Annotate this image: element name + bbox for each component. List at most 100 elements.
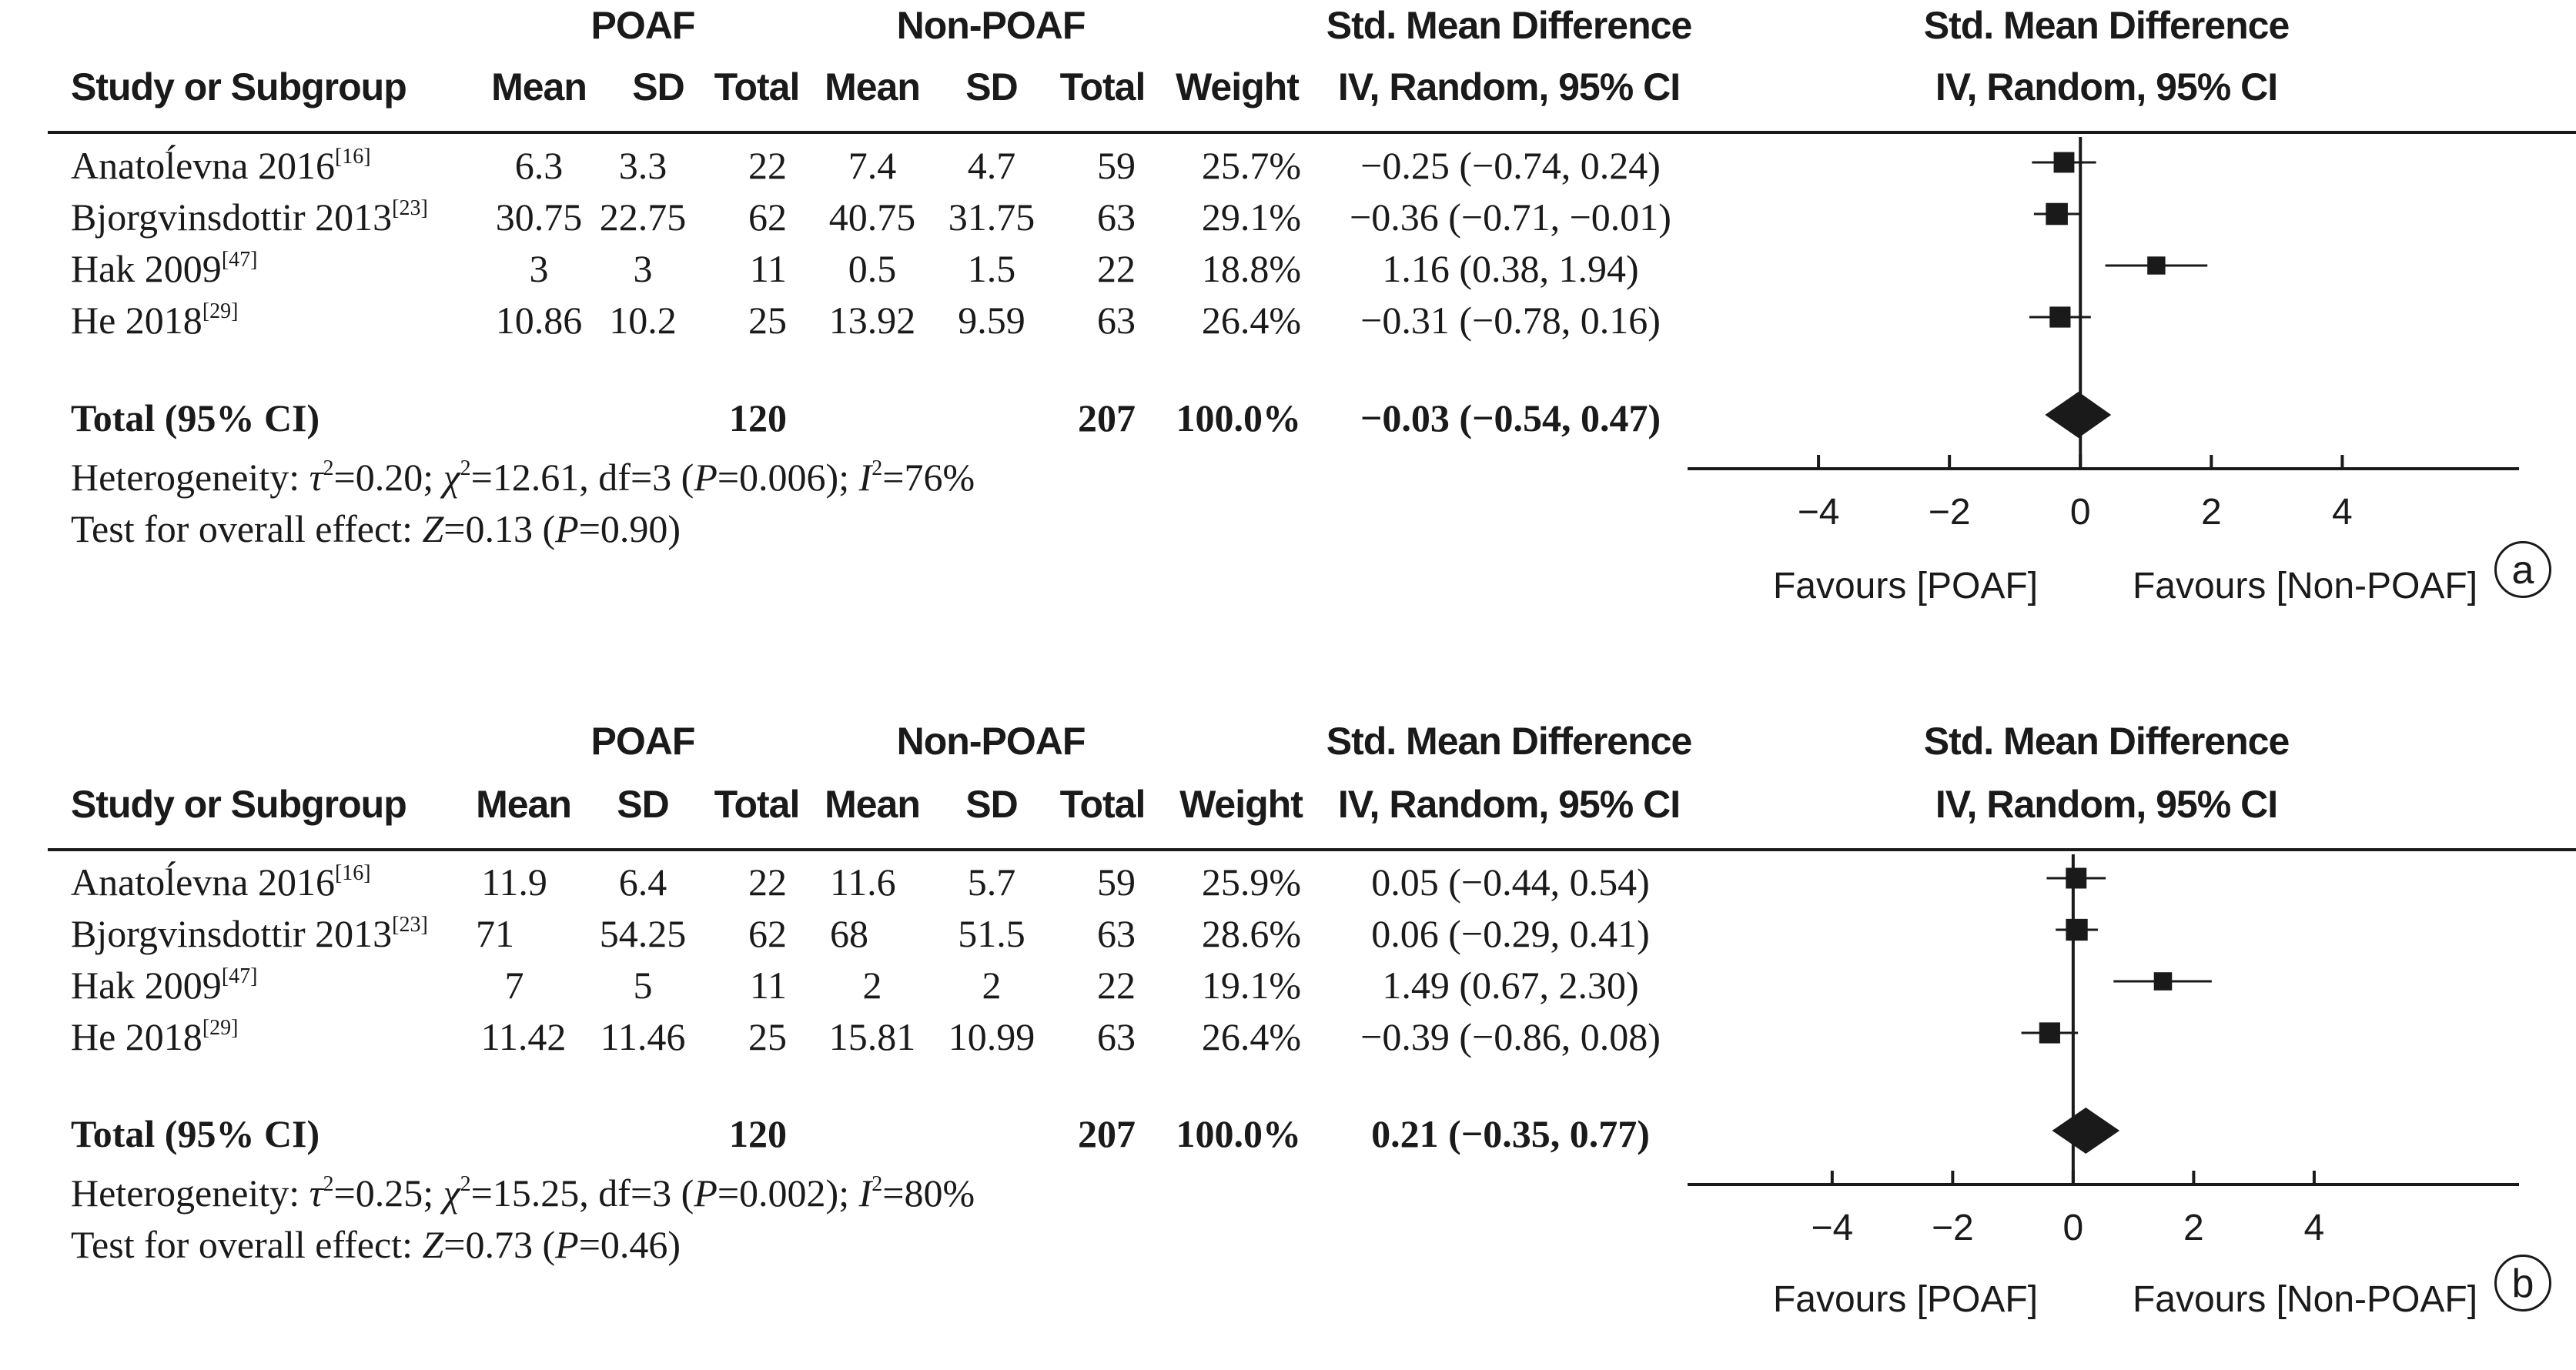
header-sd1: SD: [617, 783, 669, 826]
header-mean1: Mean: [491, 65, 587, 109]
mean2: 13.92: [828, 299, 916, 342]
total2: 59: [1097, 144, 1136, 187]
x-axis-tick-label: 2: [2183, 1208, 2204, 1248]
pooled-estimate-diamond: [2045, 392, 2112, 438]
header-weight: Weight: [1176, 65, 1300, 109]
header-study: Study or Subgroup: [71, 783, 407, 826]
sd1: 54.25: [599, 912, 687, 955]
effect-ci: 0.06 (−0.29, 0.41): [1371, 912, 1650, 955]
sd2: 31.75: [948, 195, 1035, 239]
total2: 22: [1097, 247, 1136, 290]
header-sd2: SD: [965, 783, 1018, 826]
panel-label-b: b: [2494, 1255, 2551, 1312]
effect-ci: 1.16 (0.38, 1.94): [1382, 247, 1639, 290]
sd1: 6.4: [618, 860, 667, 904]
sd1: 11.46: [600, 1015, 686, 1058]
mean2: 2: [862, 964, 882, 1007]
mean1: 7: [504, 964, 524, 1007]
mean2: 7.4: [848, 144, 897, 187]
study-estimate-marker: [2147, 256, 2166, 275]
total1: 11: [749, 964, 787, 1007]
header-weight: Weight: [1179, 783, 1303, 826]
x-axis-tick-label: −2: [1932, 1208, 1974, 1248]
total1: 22: [748, 860, 787, 904]
total1: 11: [749, 247, 787, 290]
mean2: 0.5: [848, 247, 897, 290]
mean2: 11.6: [830, 860, 896, 904]
total-effect-ci: −0.03 (−0.54, 0.47): [1360, 396, 1661, 439]
total-weight: 100.0%: [1176, 396, 1302, 439]
weight: 29.1%: [1201, 195, 1301, 239]
header-study: Study or Subgroup: [71, 65, 407, 109]
total1: 62: [748, 195, 787, 239]
header-group1: POAF: [590, 720, 696, 763]
total1: 25: [748, 1015, 787, 1058]
x-axis-tick-label: −4: [1811, 1208, 1853, 1248]
study-name: Hak 2009[47]: [71, 247, 258, 290]
mean1: 11.42: [480, 1015, 567, 1058]
mean1: 11.9: [481, 860, 547, 904]
mean1: 71: [476, 912, 514, 955]
sd2: 1.5: [967, 247, 1016, 290]
total1: 62: [748, 912, 787, 955]
overall-effect-line: Test for overall effect: Z=0.73 (P=0.46): [71, 1223, 681, 1266]
total2: 22: [1097, 964, 1136, 1007]
study-name: Bjorgvinsdottir 2013[23]: [71, 195, 428, 239]
x-axis-tick-label: 4: [2304, 1208, 2325, 1248]
x-axis-tick-label: −4: [1798, 492, 1840, 533]
x-axis-tick-label: 2: [2201, 492, 2222, 533]
header-total2: Total: [1059, 783, 1146, 826]
study-name: Hak 2009[47]: [71, 964, 258, 1007]
plot-header-subtitle: IV, Random, 95% CI: [1935, 783, 2278, 826]
header-effect-subtitle: IV, Random, 95% CI: [1337, 783, 1681, 826]
effect-ci: −0.25 (−0.74, 0.24): [1360, 144, 1661, 187]
sd1: 5: [633, 964, 653, 1007]
study-estimate-marker: [2053, 152, 2075, 173]
weight: 26.4%: [1201, 1015, 1301, 1058]
x-axis-tick-label: 4: [2332, 492, 2353, 533]
x-axis-tick-label: 0: [2070, 492, 2091, 533]
mean2: 40.75: [828, 195, 916, 239]
total-label: Total (95% CI): [71, 1112, 320, 1155]
study-name: Bjorgvinsdottir 2013[23]: [71, 912, 428, 955]
study-estimate-marker: [2066, 918, 2088, 941]
weight: 25.9%: [1201, 860, 1301, 904]
header-effect-title: Std. Mean Difference: [1326, 4, 1693, 47]
sd2: 10.99: [948, 1015, 1035, 1058]
total2: 63: [1097, 195, 1136, 239]
sd1: 22.75: [599, 195, 687, 239]
total2: 207: [1078, 396, 1136, 439]
sd2: 51.5: [958, 912, 1025, 955]
header-mean2: Mean: [825, 783, 921, 826]
mean2: 68: [830, 912, 868, 955]
plot-header-title: Std. Mean Difference: [1923, 4, 2290, 47]
weight: 19.1%: [1201, 964, 1301, 1007]
header-effect-title: Std. Mean Difference: [1326, 720, 1693, 763]
sd1: 3.3: [618, 144, 667, 187]
mean1: 30.75: [495, 195, 583, 239]
header-rule: [48, 131, 2576, 134]
study-name: He 2018[29]: [71, 299, 239, 342]
total-effect-ci: 0.21 (−0.35, 0.77): [1371, 1112, 1650, 1155]
sd2: 2: [982, 964, 1002, 1007]
total2: 63: [1097, 912, 1136, 955]
heterogeneity-line: Heterogeneity: τ2=0.25; χ2=15.25, df=3 (…: [71, 1171, 975, 1215]
weight: 28.6%: [1201, 912, 1301, 955]
header-mean1: Mean: [476, 783, 572, 826]
effect-ci: 1.49 (0.67, 2.30): [1382, 964, 1639, 1007]
header-group2: Non-POAF: [896, 720, 1086, 763]
overall-effect-line: Test for overall effect: Z=0.13 (P=0.90): [71, 507, 681, 550]
effect-ci: −0.39 (−0.86, 0.08): [1360, 1015, 1661, 1058]
mean1: 10.86: [495, 299, 583, 342]
total2: 63: [1097, 299, 1136, 342]
sd2: 5.7: [967, 860, 1016, 904]
weight: 18.8%: [1201, 247, 1301, 290]
total2: 63: [1097, 1015, 1136, 1058]
total-label: Total (95% CI): [71, 396, 320, 439]
x-axis-tick-label: −2: [1929, 492, 1971, 533]
forest-plot-area: −4 −2 0 2 4: [1688, 854, 2519, 1248]
mean2: 15.81: [828, 1015, 916, 1058]
study-name: Anatoĺevna 2016[16]: [71, 860, 371, 904]
forest-plot-a: POAF Non-POAF Std. Mean Difference Std. …: [0, 0, 2576, 654]
effect-ci: −0.31 (−0.78, 0.16): [1360, 299, 1661, 342]
